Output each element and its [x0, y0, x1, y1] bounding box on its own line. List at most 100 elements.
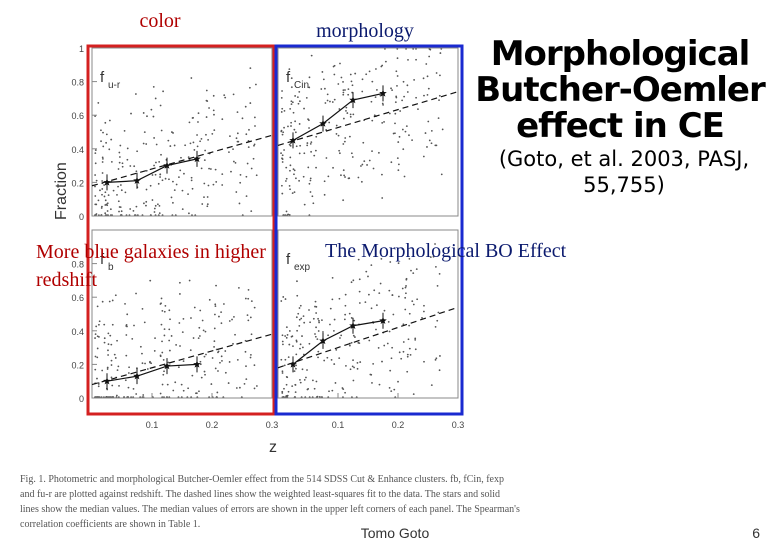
scatter-point	[181, 208, 184, 211]
scatter-point	[293, 173, 295, 176]
scatter-point	[333, 73, 336, 76]
scatter-point	[95, 179, 98, 182]
scatter-point	[362, 141, 365, 144]
scatter-point	[164, 177, 167, 180]
scatter-point	[310, 54, 313, 57]
scatter-point	[280, 111, 283, 113]
scatter-point	[163, 328, 166, 331]
scatter-point	[97, 382, 100, 384]
scatter-point	[253, 116, 256, 119]
x-tick-label: 0.1	[146, 420, 159, 430]
scatter-point	[287, 356, 290, 359]
scatter-point	[434, 358, 437, 361]
scatter-point	[301, 335, 303, 337]
scatter-point	[308, 86, 311, 89]
scatter-point	[214, 313, 216, 316]
scatter-point	[212, 109, 215, 112]
scatter-point	[94, 195, 97, 197]
scatter-point	[332, 65, 335, 68]
scatter-point	[205, 99, 208, 102]
scatter-point	[283, 109, 286, 112]
scatter-point	[218, 315, 220, 318]
scatter-point	[291, 101, 294, 104]
scatter-point	[368, 159, 371, 162]
scatter-point	[151, 174, 154, 176]
scatter-point	[97, 385, 100, 388]
scatter-point	[294, 384, 297, 386]
scatter-point	[335, 124, 338, 127]
scatter-point	[104, 212, 107, 215]
scatter-point	[340, 334, 343, 337]
scatter-point	[159, 392, 162, 395]
scatter-point	[391, 346, 394, 349]
scatter-point	[305, 96, 308, 99]
scatter-point	[301, 346, 304, 349]
scatter-point	[281, 90, 283, 92]
scatter-point	[202, 329, 205, 332]
scatter-point	[154, 97, 157, 100]
scatter-point	[216, 391, 219, 394]
scatter-point	[94, 185, 96, 188]
scatter-point	[322, 331, 324, 333]
scatter-point	[426, 146, 428, 148]
scatter-point	[435, 144, 438, 147]
scatter-point	[247, 288, 250, 291]
scatter-point	[161, 351, 164, 354]
scatter-point	[281, 158, 284, 160]
scatter-point	[424, 132, 427, 134]
scatter-point	[367, 275, 369, 278]
scatter-point	[309, 142, 312, 145]
scatter-point	[329, 307, 332, 310]
scatter-point	[338, 149, 341, 152]
scatter-point	[252, 157, 255, 160]
panel-label: f	[286, 251, 291, 268]
scatter-point	[302, 315, 305, 318]
scatter-point	[170, 196, 173, 199]
scatter-point	[389, 369, 392, 372]
scatter-point	[438, 94, 441, 97]
scatter-point	[349, 368, 352, 371]
scatter-point	[145, 143, 148, 145]
scatter-point	[190, 179, 193, 182]
scatter-point	[439, 355, 441, 357]
scatter-point	[409, 353, 412, 356]
median-line	[106, 158, 198, 183]
scatter-point	[293, 191, 296, 194]
scatter-point	[187, 156, 190, 158]
scatter-point	[391, 294, 394, 296]
scatter-point	[204, 330, 207, 333]
y-tick-label: 0.2	[71, 360, 84, 370]
scatter-point	[205, 116, 208, 118]
scatter-point	[308, 342, 311, 345]
scatter-point	[212, 183, 215, 186]
scatter-point	[118, 151, 121, 154]
scatter-point	[142, 394, 145, 396]
scatter-point	[315, 326, 317, 329]
scatter-point	[331, 101, 334, 103]
scatter-point	[370, 307, 373, 310]
scatter-point	[425, 63, 428, 65]
scatter-point	[111, 299, 114, 302]
scatter-point	[422, 155, 425, 158]
scatter-point	[292, 111, 295, 114]
y-tick-label: 0	[79, 212, 84, 222]
scatter-point	[104, 191, 107, 194]
scatter-point	[401, 248, 404, 250]
scatter-point	[329, 323, 331, 326]
scatter-point	[107, 332, 110, 335]
scatter-point	[288, 143, 291, 146]
scatter-point	[234, 333, 236, 336]
scatter-point	[286, 334, 289, 336]
scatter-point	[162, 373, 165, 376]
scatter-point	[96, 305, 99, 308]
scatter-point	[94, 203, 97, 206]
scatter-point	[214, 367, 217, 370]
scatter-point	[299, 381, 302, 384]
scatter-point	[326, 99, 329, 102]
scatter-point	[373, 114, 376, 117]
scatter-point	[293, 370, 296, 373]
scatter-point	[343, 140, 346, 143]
scatter-point	[408, 134, 410, 137]
scatter-point	[333, 363, 336, 365]
scatter-point	[169, 318, 171, 321]
